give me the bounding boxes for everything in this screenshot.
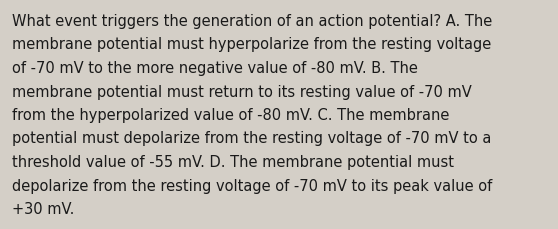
Text: +30 mV.: +30 mV. (12, 201, 74, 216)
Text: potential must depolarize from the resting voltage of -70 mV to a: potential must depolarize from the resti… (12, 131, 492, 146)
Text: threshold value of -55 mV. D. The membrane potential must: threshold value of -55 mV. D. The membra… (12, 154, 454, 169)
Text: from the hyperpolarized value of -80 mV. C. The membrane: from the hyperpolarized value of -80 mV.… (12, 108, 449, 123)
Text: membrane potential must hyperpolarize from the resting voltage: membrane potential must hyperpolarize fr… (12, 37, 491, 52)
Text: depolarize from the resting voltage of -70 mV to its peak value of: depolarize from the resting voltage of -… (12, 178, 492, 193)
Text: of -70 mV to the more negative value of -80 mV. B. The: of -70 mV to the more negative value of … (12, 61, 418, 76)
Text: What event triggers the generation of an action potential? A. The: What event triggers the generation of an… (12, 14, 492, 29)
Text: membrane potential must return to its resting value of -70 mV: membrane potential must return to its re… (12, 84, 472, 99)
